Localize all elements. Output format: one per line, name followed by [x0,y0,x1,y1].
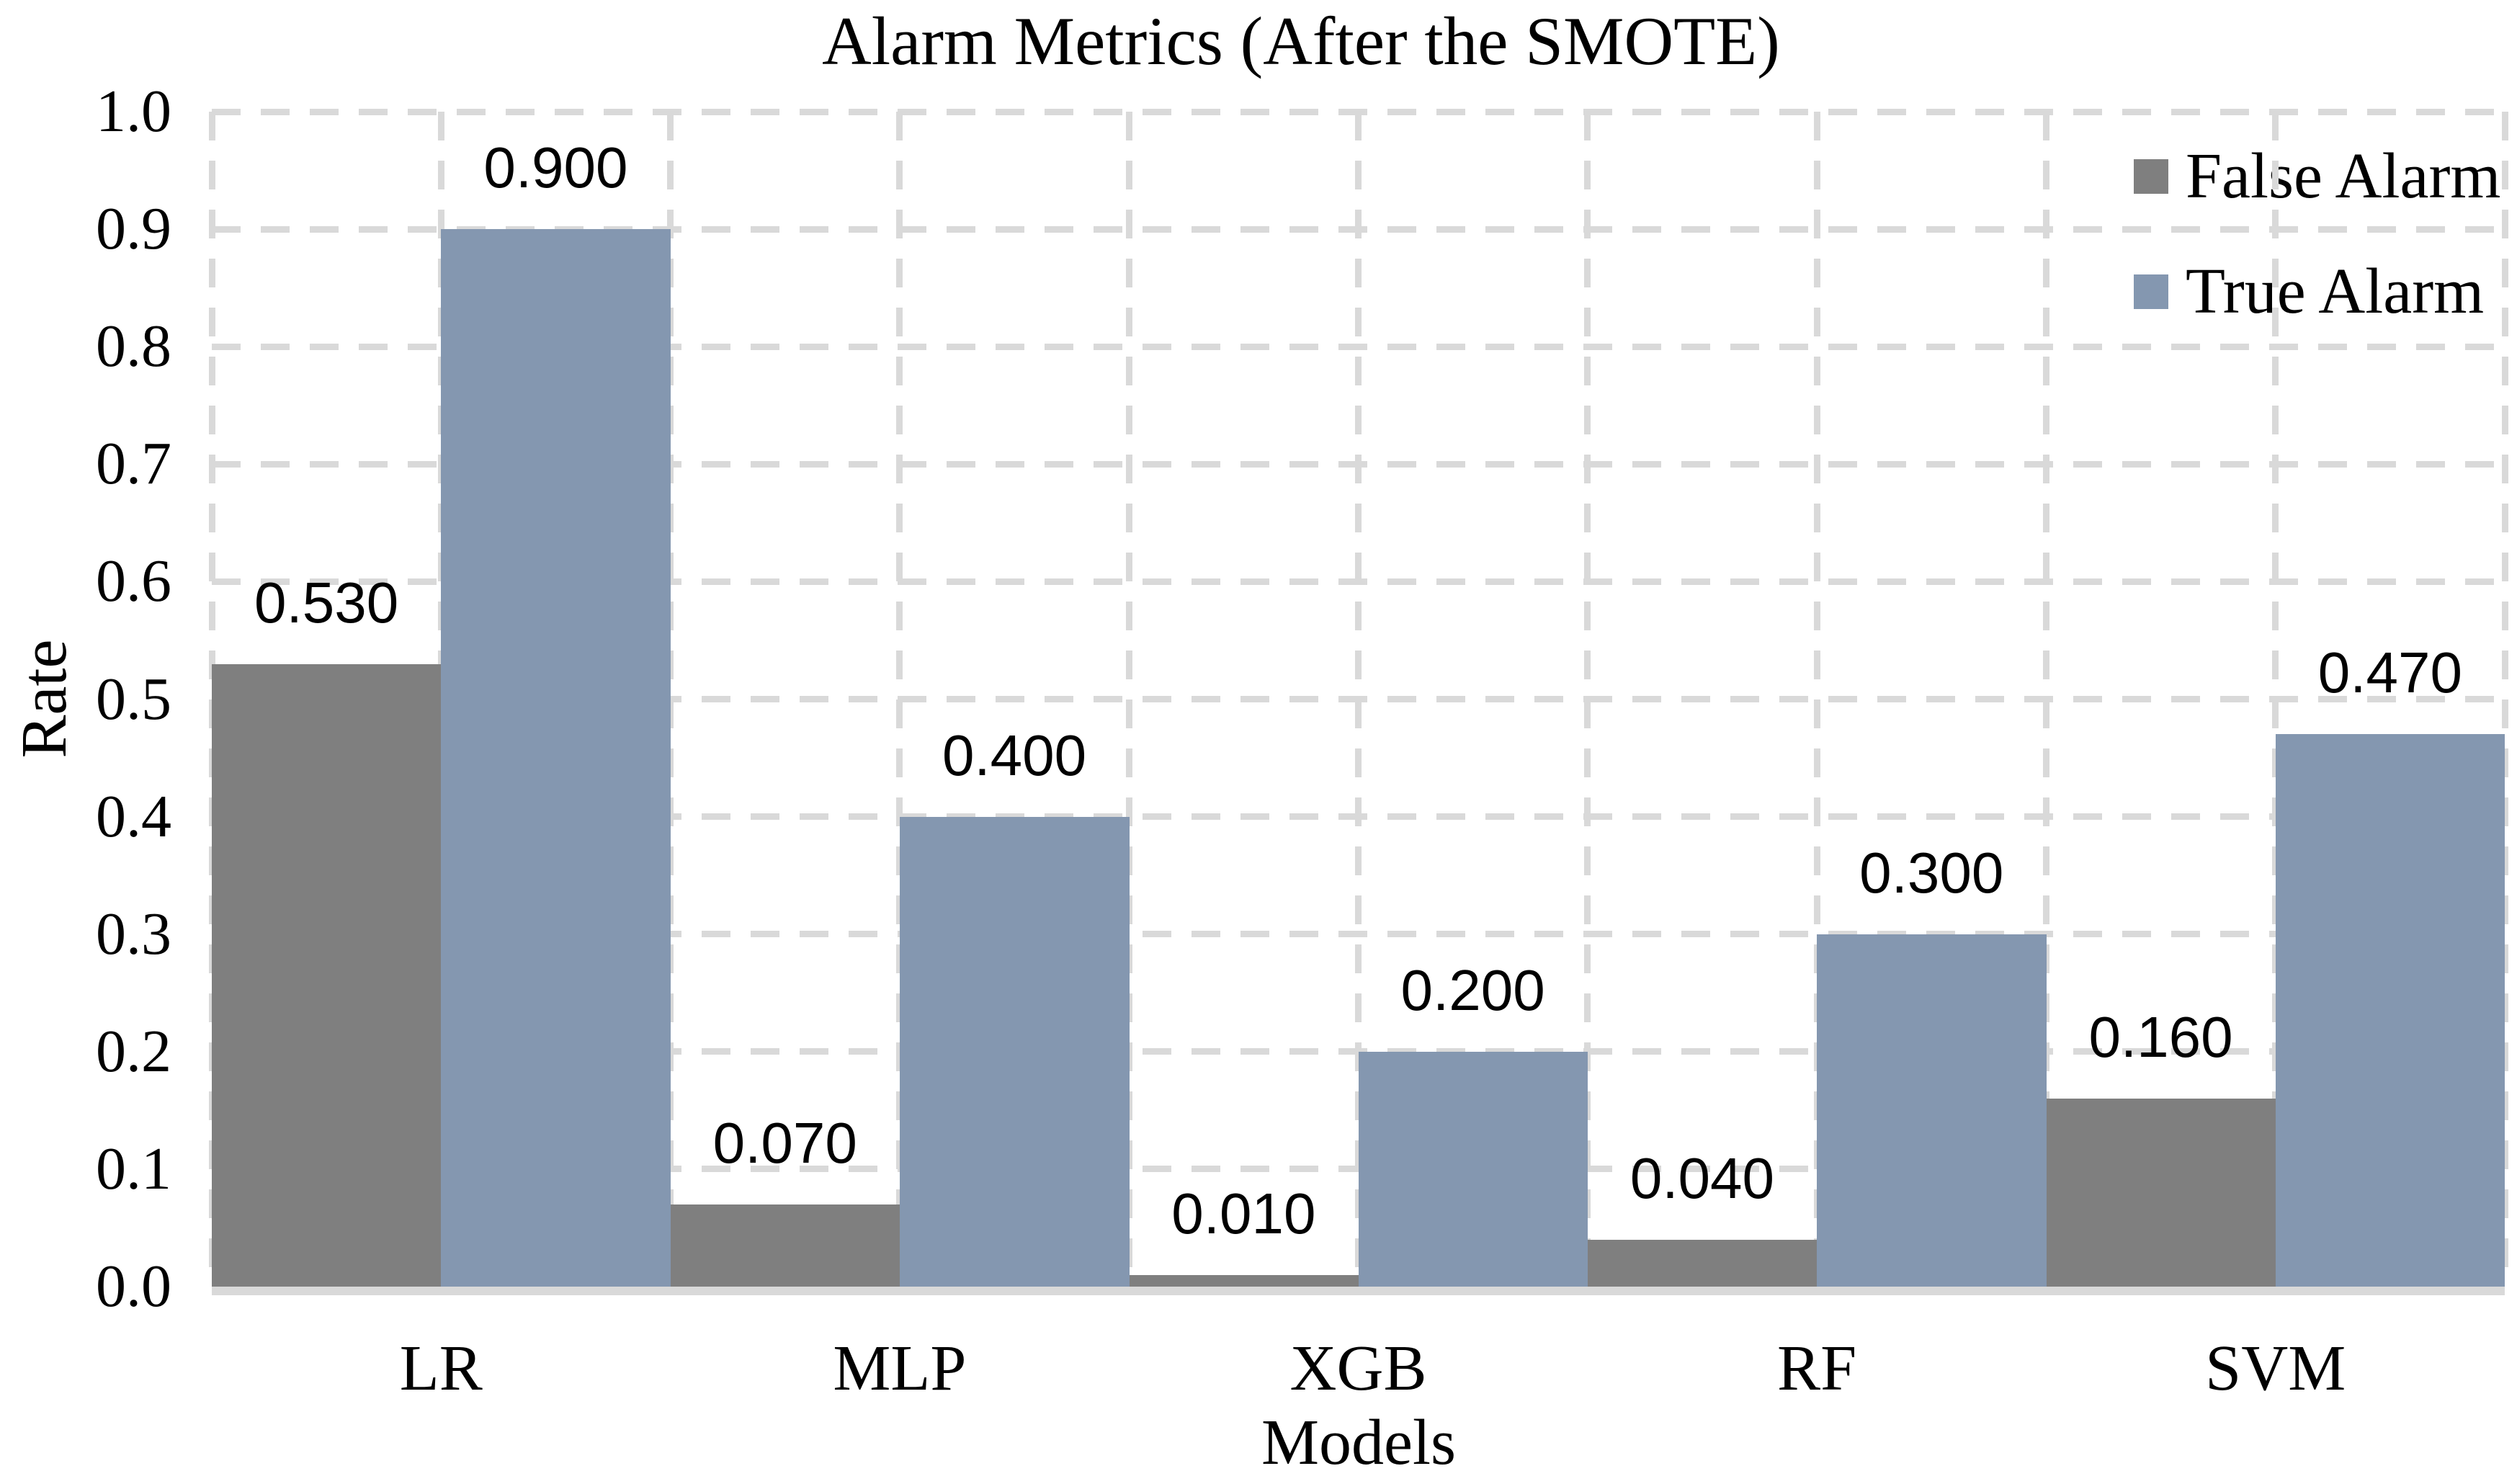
x-tick-mlp: MLP [833,1333,967,1404]
y-tick-1.0: 1.0 [96,78,171,145]
legend-entry-true-alarm: True Alarm [2134,256,2500,327]
bar-label-false-alarm-xgb: 0.010 [1171,1181,1316,1246]
v-gridline-8 [2042,112,2049,1287]
bar-label-true-alarm-svm: 0.470 [2317,640,2462,705]
bar-false-alarm-mlp [670,1204,900,1287]
y-tick-0.2: 0.2 [96,1017,171,1085]
y-tick-0.4: 0.4 [96,782,171,850]
bar-label-false-alarm-rf: 0.040 [1629,1145,1775,1210]
y-tick-0.5: 0.5 [96,665,171,733]
bar-label-false-alarm-svm: 0.160 [2088,1005,2233,1070]
bar-false-alarm-lr [212,663,442,1287]
bar-false-alarm-svm [2046,1099,2276,1287]
v-gridline-6 [1584,112,1591,1287]
bar-true-alarm-svm [2275,734,2505,1287]
y-tick-0.3: 0.3 [96,900,171,967]
v-gridline-9 [2272,112,2279,1287]
x-tick-rf: RF [1777,1333,1857,1404]
bar-true-alarm-mlp [899,816,1130,1287]
v-gridline-5 [1355,112,1362,1287]
legend: False Alarm True Alarm [2134,141,2500,372]
y-tick-0.7: 0.7 [96,430,171,498]
legend-entry-false-alarm: False Alarm [2134,141,2500,212]
bar-label-false-alarm-mlp: 0.070 [712,1110,857,1175]
x-tick-svm: SVM [2205,1333,2346,1404]
legend-label: False Alarm [2186,140,2501,212]
v-gridline-10 [2501,112,2508,1287]
x-axis-line [212,1287,2505,1295]
bar-label-true-alarm-xgb: 0.200 [1400,957,1545,1022]
x-tick-xgb: XGB [1289,1333,1427,1404]
y-tick-0.0: 0.0 [96,1253,171,1320]
y-tick-0.9: 0.9 [96,195,171,263]
bar-label-true-alarm-mlp: 0.400 [942,723,1087,787]
bar-true-alarm-rf [1817,934,2047,1287]
y-tick-0.6: 0.6 [96,547,171,615]
legend-swatch-icon [2134,274,2168,309]
v-gridline-4 [1125,112,1132,1287]
bar-false-alarm-xgb [1129,1274,1359,1287]
bar-true-alarm-xgb [1358,1051,1588,1287]
chart-title: Alarm Metrics (After the SMOTE) [822,3,1780,79]
legend-label: True Alarm [2186,256,2485,327]
bar-true-alarm-lr [441,229,671,1287]
bar-label-false-alarm-lr: 0.530 [254,570,399,635]
v-gridline-7 [1813,112,1820,1287]
bar-label-true-alarm-rf: 0.300 [1859,840,2004,905]
legend-swatch-icon [2134,159,2168,194]
bar-label-true-alarm-lr: 0.900 [483,135,628,200]
x-axis-title: Models [1261,1407,1456,1478]
y-tick-0.1: 0.1 [96,1135,171,1202]
y-tick-0.8: 0.8 [96,313,171,380]
v-gridline-3 [896,112,903,1287]
bar-false-alarm-rf [1587,1239,1818,1287]
x-tick-lr: LR [399,1333,483,1404]
